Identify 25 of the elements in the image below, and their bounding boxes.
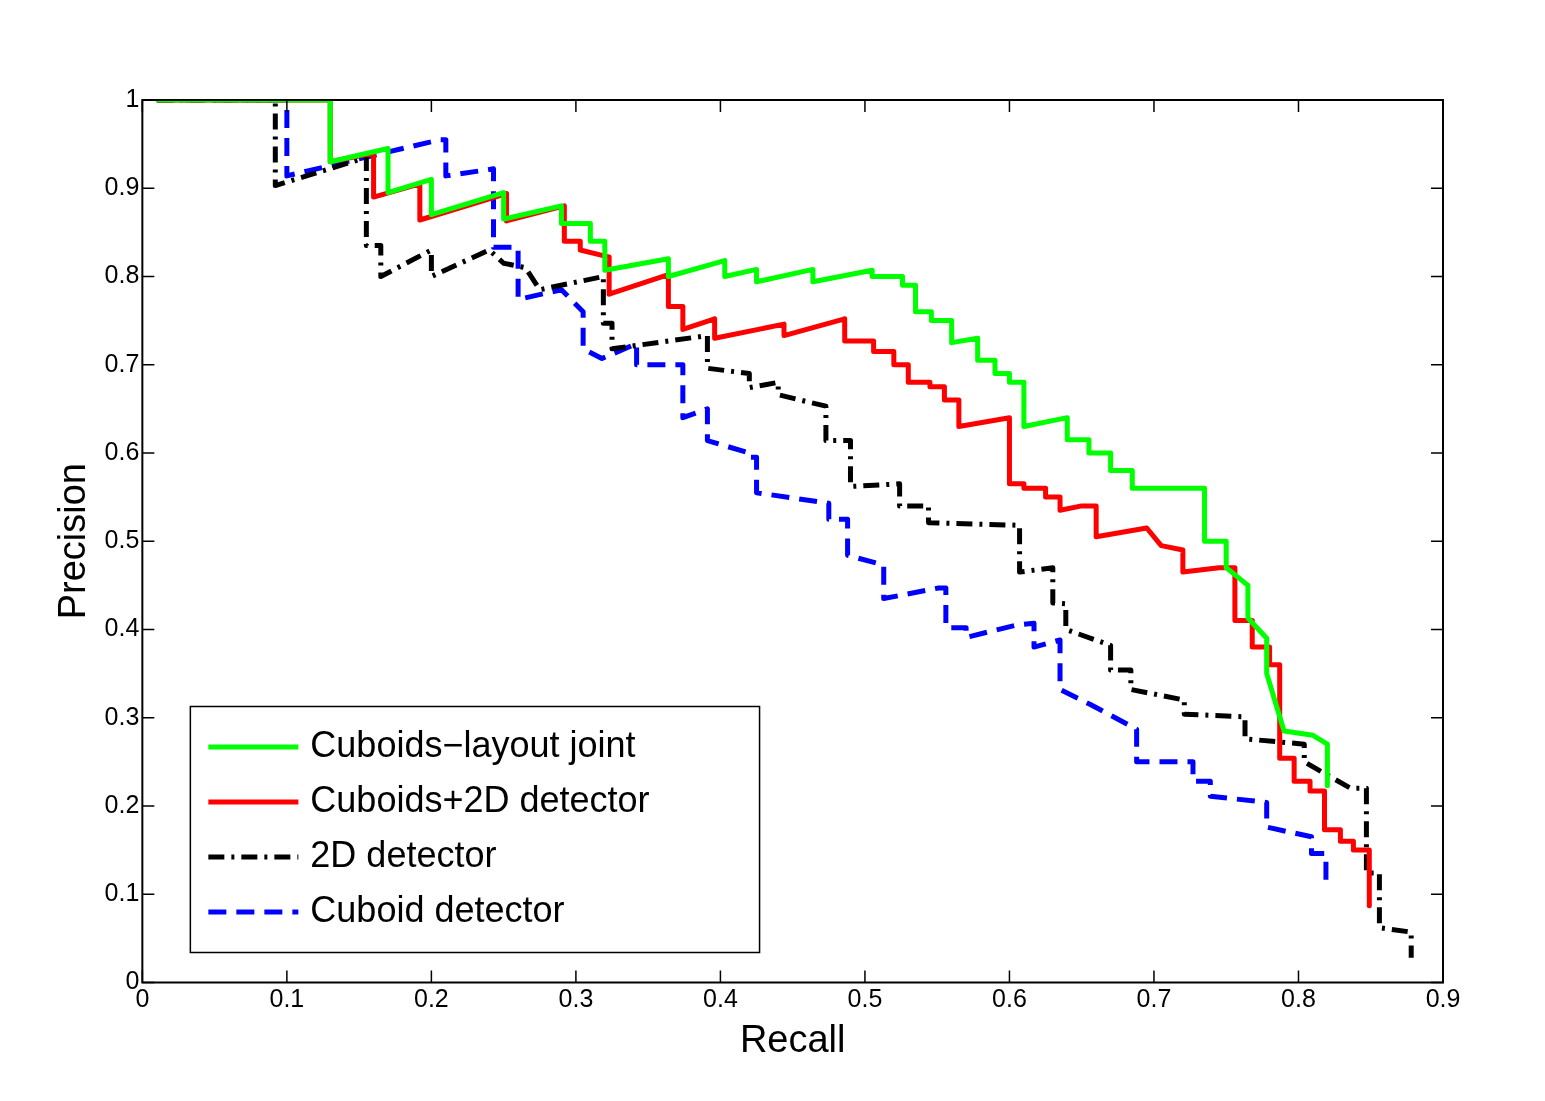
x-tick-label: 0.5 (847, 984, 883, 1013)
legend-label: Cuboids+2D detector (310, 778, 650, 820)
y-tick-label: 0.2 (104, 789, 140, 818)
x-tick-label: 0.2 (414, 984, 449, 1013)
y-tick-label: 0.5 (104, 525, 140, 554)
y-axis-title: Precision (51, 463, 94, 620)
x-tick-label: 0.3 (558, 984, 594, 1013)
x-tick-label: 0.8 (1281, 984, 1316, 1013)
x-tick-label: 0.9 (1425, 984, 1461, 1013)
legend-label: 2D detector (310, 833, 497, 875)
x-axis-title: Recall (739, 1017, 846, 1060)
x-tick-label: 0.6 (992, 984, 1027, 1013)
y-tick-label: 0.4 (104, 613, 140, 642)
x-tick-label: 0.1 (269, 984, 305, 1013)
x-tick-label: 0.4 (703, 984, 738, 1013)
y-tick-label: 0.9 (104, 172, 140, 201)
legend-label: Cuboids−layout joint (310, 723, 636, 765)
y-tick-label: 0.7 (104, 348, 140, 377)
legend-label: Cuboid detector (310, 888, 565, 930)
x-tick-label: 0.7 (1136, 984, 1172, 1013)
y-tick-label: 0.1 (104, 878, 140, 907)
y-tick-label: 0.3 (104, 701, 140, 730)
y-tick-label: 0.6 (104, 436, 140, 465)
y-tick-label: 0.8 (104, 260, 140, 289)
y-tick-label: 1 (125, 83, 140, 112)
